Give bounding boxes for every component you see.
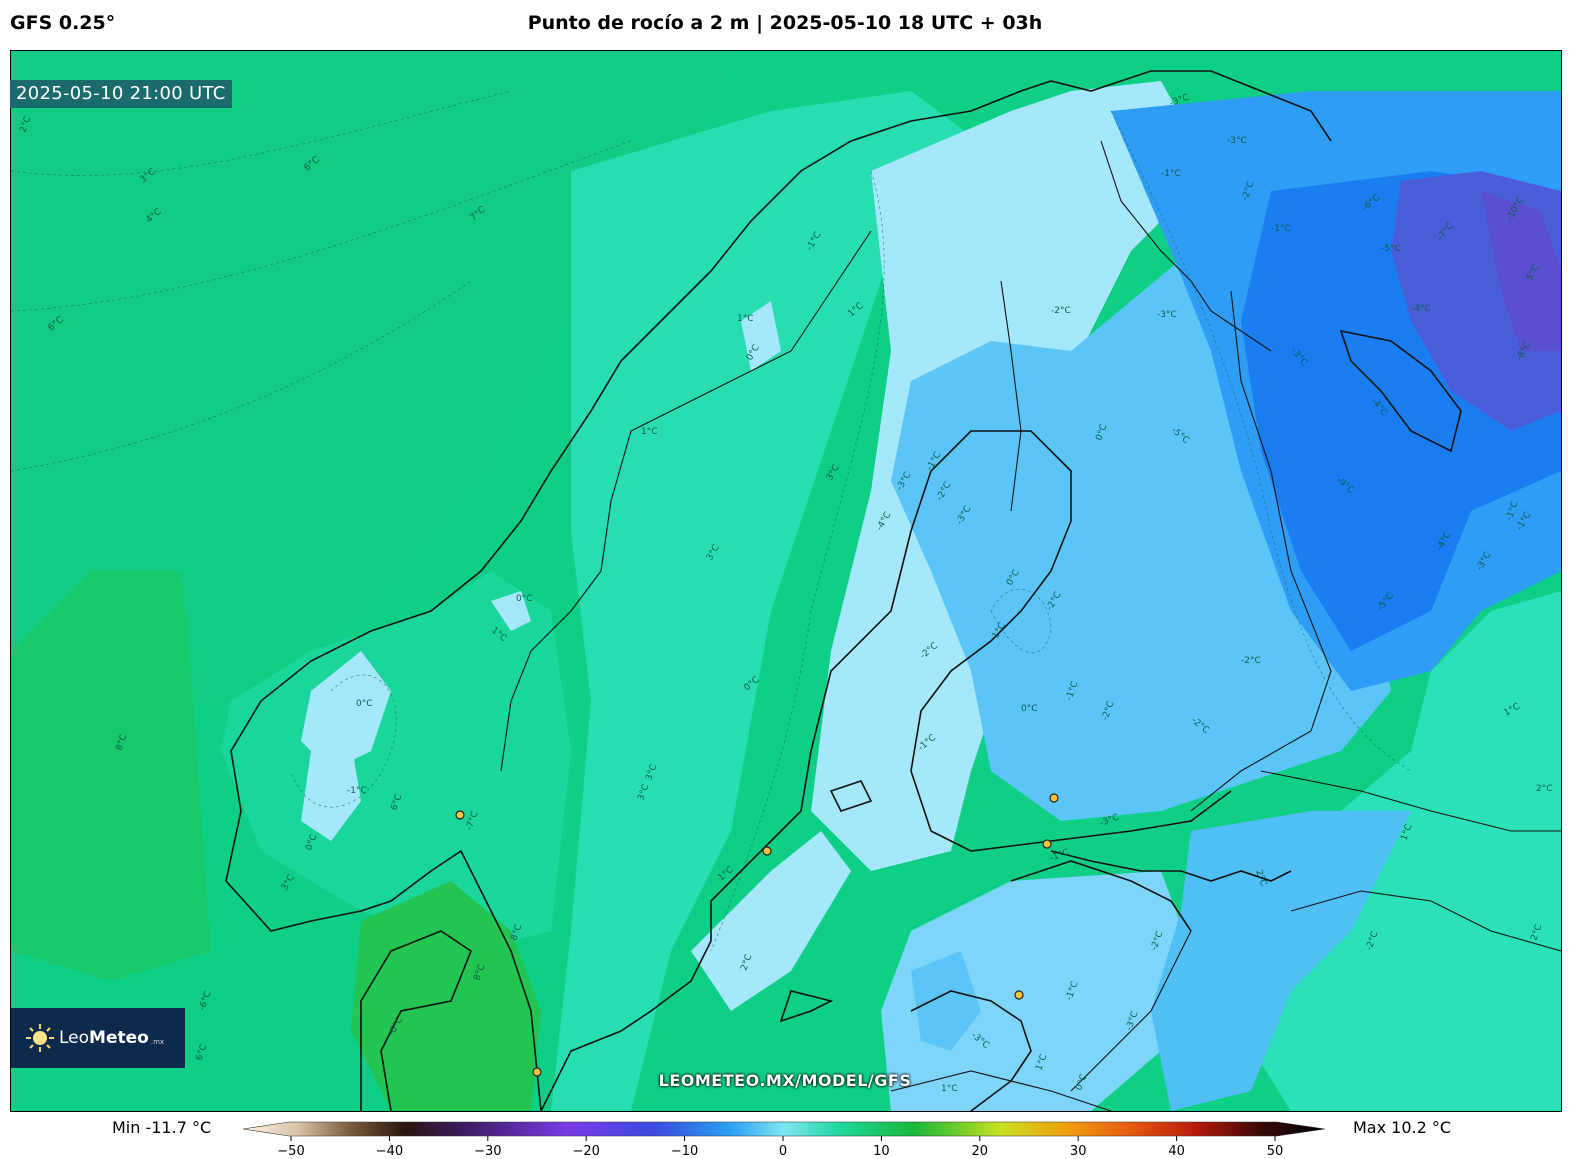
blue-east-field xyxy=(1151,811,1411,1111)
colorbar-min-label: Min -11.7 °C xyxy=(112,1118,212,1137)
norway-coast xyxy=(225,70,1332,882)
lithuania-border xyxy=(890,1070,1112,1111)
source-watermark: LEOMETEO.MX/MODEL/GFS xyxy=(658,1071,912,1090)
colorbar-tick-label: −10 xyxy=(671,1144,698,1159)
denmark-warm-field xyxy=(351,881,541,1111)
colorbar-ticks: −50 −40 −30 −20 −10 0 10 20 30 40 50 xyxy=(277,1136,1283,1159)
pale-spot-2 xyxy=(301,741,361,841)
sea-field xyxy=(11,51,731,711)
city-markers xyxy=(455,793,1059,1077)
contour-label: -3°C xyxy=(1227,136,1247,146)
norway-sweden-border xyxy=(500,230,872,772)
city-marker-helsinki[interactable] xyxy=(1049,793,1059,803)
colorbar-tick-label: −50 xyxy=(277,1144,304,1159)
colorbar-tick-label: 30 xyxy=(1070,1144,1087,1159)
colorbar-strip xyxy=(242,1121,1326,1137)
colorbar-max-label: Max 10.2 °C xyxy=(1353,1118,1452,1137)
russia-internal-line xyxy=(1260,770,1561,832)
model-name: GFS 0.25° xyxy=(10,12,116,34)
finland-russia-border xyxy=(1190,290,1332,812)
aland xyxy=(829,780,873,812)
contour-label: 0°C xyxy=(516,594,533,604)
isolines xyxy=(11,90,1412,952)
gulf-finland-south xyxy=(1050,850,1292,882)
logo-suffix: .mx xyxy=(150,1038,165,1046)
gotland xyxy=(779,990,834,1023)
city-marker-tallinn[interactable] xyxy=(1042,839,1052,849)
colorbar-tick-label: 40 xyxy=(1168,1144,1185,1159)
estonia-coast xyxy=(1010,860,1192,932)
baltic-cold-field xyxy=(881,871,1191,1111)
dewpoint-map: 2°C 3°C 4°C 6°C 7°C 6°C 0°C 1°C 1°C -1°C… xyxy=(11,51,1561,1111)
leometeo-logo[interactable]: LeoMeteo .mx xyxy=(11,1008,185,1068)
city-marker-copenhagen[interactable] xyxy=(532,1067,542,1077)
contour-label: -3°C xyxy=(1157,310,1177,320)
colorbar-tick-label: 0 xyxy=(779,1144,787,1159)
city-marker-oslo[interactable] xyxy=(455,810,465,820)
pale-spot-3 xyxy=(491,591,531,631)
contour-label: -1°C xyxy=(347,786,367,796)
colorbar-tick-label: −40 xyxy=(376,1144,403,1159)
pale-spot-1 xyxy=(301,651,391,771)
south-norway-field xyxy=(221,571,571,951)
pale-cold-gulf xyxy=(691,831,851,1011)
city-marker-stockholm[interactable] xyxy=(762,846,772,856)
map-panel[interactable]: 2°C 3°C 4°C 6°C 7°C 6°C 0°C 1°C 1°C -1°C… xyxy=(10,50,1562,1112)
contour-label: -5°C xyxy=(1381,244,1401,254)
valid-time-badge: 2025-05-10 21:00 UTC xyxy=(10,80,232,108)
contour-label: -1°C xyxy=(1271,224,1291,234)
belarus-line xyxy=(1290,890,1561,952)
pale-spot-4 xyxy=(741,301,781,371)
contour-label: 1°C xyxy=(641,427,658,437)
violet-minimum xyxy=(1481,191,1561,351)
skagerrak-coast xyxy=(225,849,542,1111)
colorbar-tick-label: 50 xyxy=(1267,1144,1284,1159)
warm-field-west xyxy=(11,571,211,981)
contour-label: 2°C xyxy=(1536,784,1553,794)
contour-label: 0°C xyxy=(356,699,373,709)
bothnia-coast xyxy=(540,430,1232,1111)
contour-label: -4°C xyxy=(1411,304,1431,314)
colorbar-tick-label: 20 xyxy=(972,1144,989,1159)
latvia-russia-border xyxy=(1070,930,1192,1092)
contour-label: -2°C xyxy=(1051,306,1071,316)
sweden-finland-border xyxy=(1000,280,1022,512)
contour-label: 1°C xyxy=(737,314,754,324)
contour-label: -1°C xyxy=(1161,169,1181,179)
contour-label: 0°C xyxy=(1021,704,1038,714)
colorbar-tick-label: −20 xyxy=(572,1144,599,1159)
teal-belt xyxy=(551,91,991,1111)
kola-coast xyxy=(1339,329,1462,453)
blue-spot-baltic xyxy=(911,951,981,1051)
contour-label: 1°C xyxy=(941,1084,958,1094)
logo-wordmark: LeoMeteo xyxy=(59,1028,149,1048)
city-marker-riga[interactable] xyxy=(1014,990,1024,1000)
borders xyxy=(500,140,1561,1111)
denmark-coast xyxy=(360,930,472,1111)
colorbar-tick-label: 10 xyxy=(873,1144,890,1159)
page-title: Punto de rocío a 2 m | 2025-05-10 18 UTC… xyxy=(527,12,1043,34)
sun-icon xyxy=(26,1024,54,1052)
colorbar-tick-label: −30 xyxy=(474,1144,501,1159)
teal-east-field xyxy=(1241,591,1561,1111)
contour-label: -2°C xyxy=(1241,656,1261,666)
